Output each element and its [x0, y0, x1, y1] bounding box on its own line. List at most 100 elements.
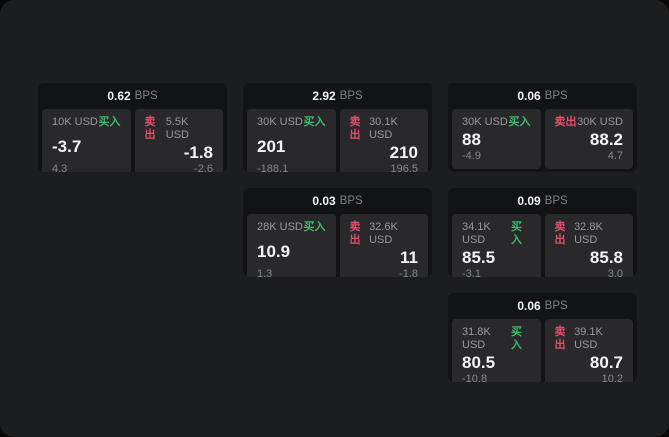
sell-panel[interactable]: 卖出 32.8K USD 85.8 3.0 — [544, 214, 633, 277]
buy-side-label: 买入 — [98, 116, 121, 128]
buy-amount: 31.8K USD — [462, 326, 491, 351]
sell-price: 88.2 — [589, 130, 623, 149]
quote-card: 0.03 BPS 28K USD 买入 10.9 1.3 卖出 32.6K US… — [243, 188, 432, 277]
bps-header: 2.92 BPS — [243, 83, 432, 109]
quote-card: 0.06 BPS 30K USD 买入 88 -4.9 卖出 30K USD — [448, 83, 637, 172]
buy-price: 85.5 — [462, 248, 496, 267]
buy-panel[interactable]: 31.8K USD 买入 80.5 -10.8 — [452, 319, 541, 382]
bps-unit-label: BPS — [544, 90, 568, 102]
buy-amount: 30K USD — [257, 116, 303, 128]
buy-panel[interactable]: 34.1K USD 买入 85.5 -3.1 — [452, 214, 541, 277]
quote-panels: 31.8K USD 买入 80.5 -10.8 卖出 39.1K USD 80.… — [448, 319, 637, 382]
buy-side-label: 买入 — [508, 116, 531, 128]
bps-header: 0.06 BPS — [448, 293, 637, 319]
sell-panel[interactable]: 卖出 30.1K USD 210 196.5 — [339, 109, 428, 172]
buy-panel[interactable]: 30K USD 买入 88 -4.9 — [452, 109, 541, 169]
buy-price: 80.5 — [462, 353, 496, 372]
buy-panel-top: 28K USD 买入 — [257, 221, 326, 234]
sell-sub-value: 196.5 — [390, 163, 418, 172]
buy-panel-top: 31.8K USD 买入 — [462, 326, 531, 352]
sell-amount: 32.6K USD — [369, 221, 398, 246]
sell-panel[interactable]: 卖出 39.1K USD 80.7 10.2 — [544, 319, 633, 382]
buy-price: 10.9 — [257, 241, 291, 261]
sell-side-label: 卖出 — [144, 116, 156, 141]
bps-unit-label: BPS — [544, 195, 568, 207]
sell-side-label: 卖出 — [554, 221, 566, 246]
buy-amount: 10K USD — [52, 116, 98, 128]
buy-panel[interactable]: 30K USD 买入 201 -188.1 — [247, 109, 336, 172]
sell-sub-value: 4.7 — [607, 150, 623, 162]
bps-value: 0.09 — [517, 194, 541, 208]
sell-amount: 30K USD — [577, 116, 623, 128]
sell-amount: 39.1K USD — [574, 326, 603, 351]
bps-value: 0.62 — [107, 89, 131, 103]
bps-unit-label: BPS — [544, 300, 568, 312]
sell-side-label: 卖出 — [349, 221, 361, 246]
quote-grid: 0.62 BPS 10K USD 买入 -3.7 4.3 卖出 5.5K USD — [38, 83, 637, 382]
bps-unit-label: BPS — [134, 90, 158, 102]
bps-value: 0.06 — [517, 299, 541, 313]
buy-panel-top: 10K USD 买入 — [52, 116, 121, 129]
buy-sub-value: -10.8 — [462, 373, 488, 382]
sell-side-label: 卖出 — [554, 326, 566, 351]
sell-amount: 30.1K USD — [369, 116, 398, 141]
sell-amount: 5.5K USD — [165, 116, 189, 141]
sell-sub-value: 10.2 — [601, 373, 623, 382]
sell-price: 80.7 — [589, 353, 623, 372]
sell-panel-top: 卖出 30.1K USD — [350, 116, 419, 142]
sell-panel-top: 卖出 32.6K USD — [350, 221, 419, 247]
buy-side-label: 买入 — [303, 221, 326, 233]
sell-amount: 32.8K USD — [574, 221, 603, 246]
bps-header: 0.06 BPS — [448, 83, 637, 109]
sell-panel-top: 卖出 32.8K USD — [555, 221, 624, 247]
buy-side-label: 买入 — [303, 116, 326, 128]
quote-panels: 30K USD 买入 88 -4.9 卖出 30K USD 88.2 4.7 — [448, 109, 637, 172]
bps-unit-label: BPS — [339, 90, 363, 102]
bps-value: 2.92 — [312, 89, 336, 103]
buy-amount: 34.1K USD — [462, 221, 491, 246]
sell-price: 85.8 — [589, 248, 623, 267]
bps-value: 0.06 — [517, 89, 541, 103]
sell-price: 210 — [389, 143, 418, 162]
sell-sub-value: -2.6 — [194, 163, 213, 172]
buy-amount: 28K USD — [257, 221, 303, 233]
buy-sub-value: -4.9 — [462, 150, 481, 162]
sell-sub-value: -1.8 — [399, 268, 418, 277]
buy-panel-top: 30K USD 买入 — [257, 116, 326, 129]
buy-sub-value: 1.3 — [257, 268, 273, 277]
buy-sub-value: -3.1 — [462, 268, 481, 277]
quote-panels: 34.1K USD 买入 85.5 -3.1 卖出 32.8K USD 85.8… — [448, 214, 637, 277]
buy-price: 201 — [257, 136, 286, 156]
buy-panel[interactable]: 28K USD 买入 10.9 1.3 — [247, 214, 336, 277]
sell-side-label: 卖出 — [349, 116, 361, 141]
sell-panel-top: 卖出 39.1K USD — [555, 326, 624, 352]
bps-header: 0.62 BPS — [38, 83, 227, 109]
bps-unit-label: BPS — [339, 195, 363, 207]
buy-panel[interactable]: 10K USD 买入 -3.7 4.3 — [42, 109, 131, 172]
buy-sub-value: -188.1 — [257, 163, 289, 172]
quote-panels: 10K USD 买入 -3.7 4.3 卖出 5.5K USD -1.8 -2.… — [38, 109, 227, 172]
sell-price: 11 — [400, 248, 418, 267]
quote-card: 0.62 BPS 10K USD 买入 -3.7 4.3 卖出 5.5K USD — [38, 83, 227, 172]
quote-card: 2.92 BPS 30K USD 买入 201 -188.1 卖出 30.1K … — [243, 83, 432, 172]
bps-header: 0.09 BPS — [448, 188, 637, 214]
buy-panel-top: 34.1K USD 买入 — [462, 221, 531, 247]
buy-price: -3.7 — [52, 136, 82, 156]
quote-panels: 30K USD 买入 201 -188.1 卖出 30.1K USD 210 1… — [243, 109, 432, 172]
buy-price: 88 — [462, 130, 481, 149]
quote-panels: 28K USD 买入 10.9 1.3 卖出 32.6K USD 11 -1.8 — [243, 214, 432, 277]
sell-sub-value: 3.0 — [607, 268, 623, 277]
bps-value: 0.03 — [312, 194, 336, 208]
sell-side-label: 卖出 — [554, 116, 577, 128]
quote-card: 0.06 BPS 31.8K USD 买入 80.5 -10.8 卖出 39.1… — [448, 293, 637, 382]
quote-card: 0.09 BPS 34.1K USD 买入 85.5 -3.1 卖出 32.8K… — [448, 188, 637, 277]
sell-panel[interactable]: 卖出 32.6K USD 11 -1.8 — [339, 214, 428, 277]
buy-panel-top: 30K USD 买入 — [462, 116, 531, 129]
sell-panel[interactable]: 卖出 30K USD 88.2 4.7 — [544, 109, 633, 169]
buy-sub-value: 4.3 — [52, 163, 68, 172]
sell-panel[interactable]: 卖出 5.5K USD -1.8 -2.6 — [134, 109, 223, 172]
sell-price: -1.8 — [183, 143, 213, 162]
buy-side-label: 买入 — [510, 326, 522, 351]
